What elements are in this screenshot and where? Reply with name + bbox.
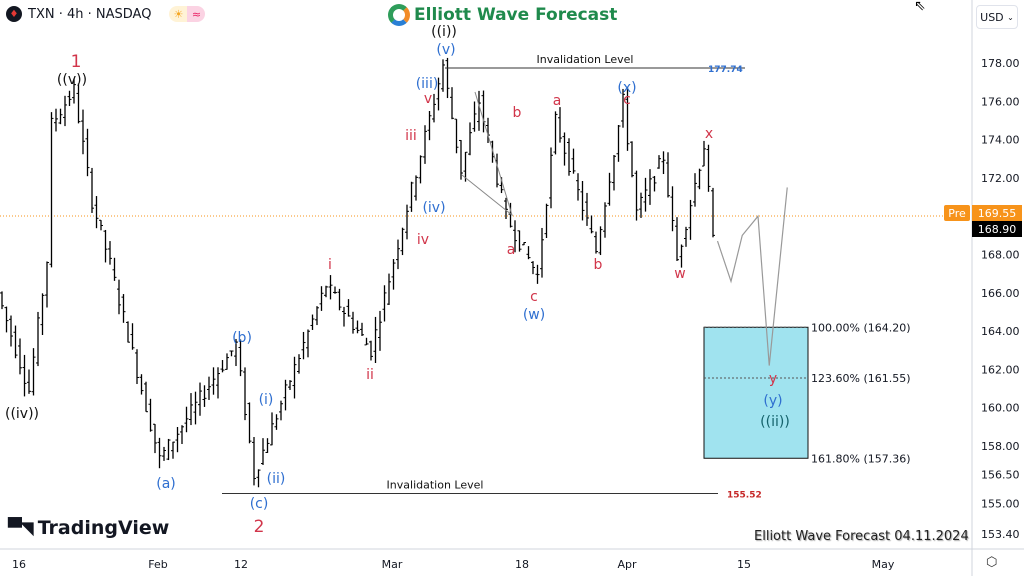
y-tick-label: 158.00 — [981, 440, 1020, 453]
wave-label: (c) — [250, 496, 269, 512]
wave-label: (iv) — [422, 200, 445, 216]
y-tick-label: 174.00 — [981, 134, 1020, 147]
wave-label: (w) — [523, 307, 545, 323]
settings-icon[interactable]: ⬡ — [986, 555, 998, 570]
mouse-cursor-icon: ⇖ — [914, 0, 926, 14]
wave-label: x — [705, 126, 713, 142]
x-tick-label: 15 — [737, 558, 751, 571]
x-tick-label: 16 — [12, 558, 26, 571]
fib-level-label: 123.60% (161.55) — [811, 372, 911, 385]
symbol-header[interactable]: ♦ TXN · 4h · NASDAQ ☀ ≈ — [6, 6, 206, 22]
tv-logo-icon: ▀◥ — [8, 517, 34, 539]
y-tick-label: 156.50 — [981, 469, 1020, 482]
wave-label: c — [623, 92, 631, 108]
wave-label: (a) — [156, 476, 176, 492]
triangle-drawing — [461, 91, 513, 217]
wave-label: (b) — [232, 330, 252, 346]
wave-icon: ≈ — [187, 6, 206, 22]
pre-price-label: 169.55 — [978, 207, 1017, 220]
y-tick-label: 153.40 — [981, 528, 1020, 541]
invalidation-value: 155.52 — [727, 490, 762, 500]
last-price-tag — [972, 221, 1022, 237]
y-tick-label: 178.00 — [981, 57, 1020, 70]
invalidation-value: 177.74 — [708, 65, 743, 75]
fib-target-box — [703, 326, 809, 459]
wave-label: (i) — [259, 392, 274, 408]
wave-label: ((ii)) — [760, 414, 790, 430]
fib-level-label: 100.00% (164.20) — [811, 321, 911, 334]
currency-select[interactable]: USD ⌄ — [976, 5, 1018, 29]
y-tick-label: 155.00 — [981, 497, 1020, 510]
chevron-down-icon: ⌄ — [1007, 12, 1014, 22]
wave-label: ((i)) — [431, 24, 457, 40]
y-tick-label: 160.00 — [981, 402, 1020, 415]
pre-badge — [944, 205, 970, 221]
ewf-logo-icon — [388, 4, 410, 26]
projection-path — [716, 187, 788, 366]
ewf-logo: Elliott Wave Forecast — [388, 4, 617, 26]
fib-level-label: 161.80% (157.36) — [811, 452, 911, 465]
wave-label: (iii) — [416, 76, 439, 92]
wave-label: i — [328, 257, 332, 273]
pre-badge-label: Pre — [948, 207, 966, 220]
symbol-title: TXN · 4h · NASDAQ — [28, 6, 152, 22]
y-tick-label: 166.00 — [981, 287, 1020, 300]
ewf-logo-text: Elliott Wave Forecast — [414, 5, 618, 25]
wave-label: v — [424, 91, 432, 107]
x-tick-label: Feb — [148, 558, 167, 571]
wave-label: b — [594, 257, 603, 273]
x-tick-label: May — [872, 558, 895, 571]
sun-icon: ☀ — [169, 6, 188, 22]
y-tick-label: 172.00 — [981, 172, 1020, 185]
tv-brand: TradingView — [37, 517, 170, 539]
wave-label: 2 — [254, 517, 265, 537]
pre-price-tag — [972, 205, 1022, 221]
invalidation-label: Invalidation Level — [387, 478, 484, 491]
y-tick-label: 162.00 — [981, 363, 1020, 376]
wave-label: ii — [366, 367, 374, 383]
wave-label: ((v)) — [57, 72, 87, 88]
wave-label: ((iv)) — [5, 406, 39, 422]
currency-label: USD — [980, 10, 1004, 24]
last-price-label: 168.90 — [978, 223, 1017, 236]
y-tick-label: 168.00 — [981, 249, 1020, 262]
x-tick-label: Apr — [617, 558, 637, 571]
y-tick-label: 164.00 — [981, 325, 1020, 338]
wave-label: b — [513, 105, 522, 121]
wave-label: (ii) — [267, 471, 286, 487]
wave-label: w — [674, 266, 685, 282]
x-tick-label: Mar — [382, 558, 403, 571]
watermark: Elliott Wave Forecast 04.11.2024 — [754, 529, 969, 544]
x-tick-label: 12 — [234, 558, 248, 571]
wave-label: iii — [405, 128, 417, 144]
ti-logo-icon: ♦ — [6, 6, 22, 22]
wave-label: c — [530, 289, 538, 305]
tradingview-logo[interactable]: ▀◥ TradingView — [8, 517, 169, 539]
wave-label: 1 — [71, 52, 82, 72]
wave-label: (x) — [617, 80, 636, 96]
invalidation-label: Invalidation Level — [537, 53, 634, 66]
session-badge[interactable]: ☀ ≈ — [169, 6, 206, 22]
wave-label: (y) — [763, 393, 782, 409]
wave-label: a — [553, 93, 562, 109]
wave-label: y — [769, 371, 777, 387]
wave-label: (v) — [436, 42, 455, 58]
x-tick-label: 18 — [515, 558, 529, 571]
wave-label: a — [507, 242, 516, 258]
wave-label: iv — [417, 232, 429, 248]
y-tick-label: 176.00 — [981, 95, 1020, 108]
